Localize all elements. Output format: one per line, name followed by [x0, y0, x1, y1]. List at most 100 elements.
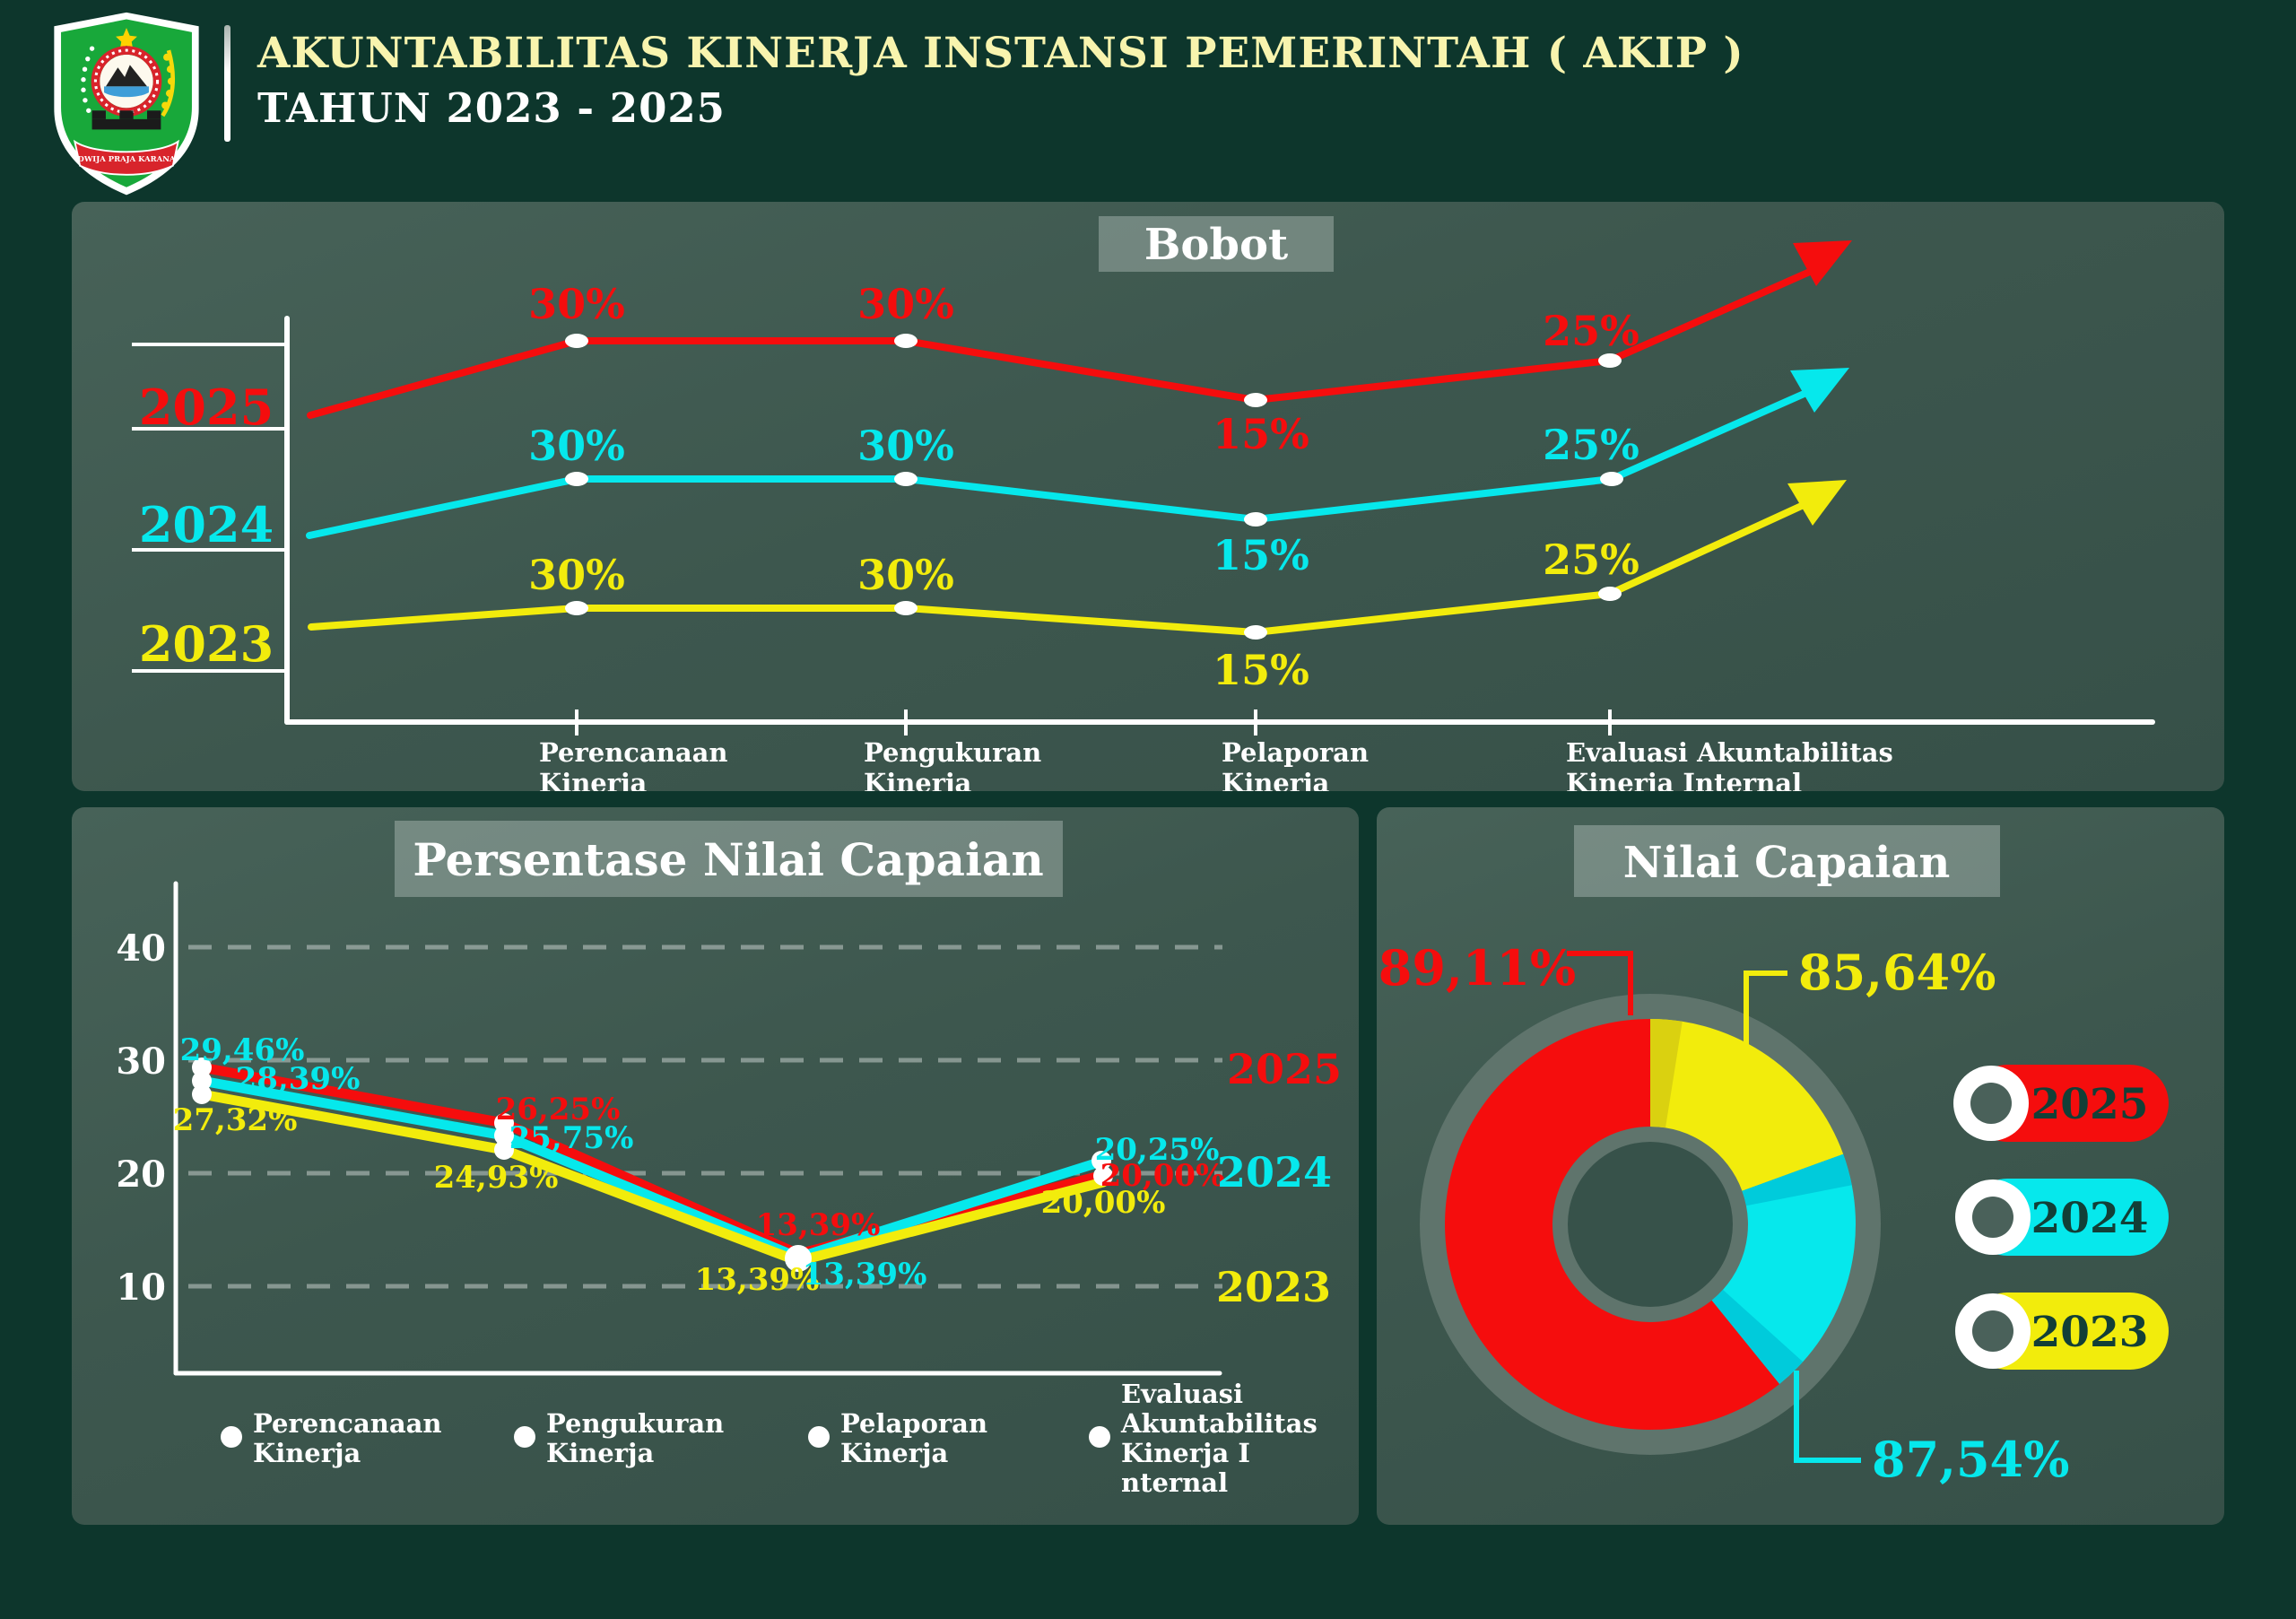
- right-year-2024: 2024: [1217, 1148, 1332, 1197]
- ytick-20: 20: [116, 1153, 166, 1196]
- label-25-75: 25,75%: [509, 1120, 634, 1156]
- ytick-10: 10: [116, 1266, 166, 1309]
- value-label: 30%: [857, 422, 954, 470]
- bobot-panel: Bobot 2025 2024 2023 Perencanaan Kinerja …: [72, 202, 2224, 791]
- label-13-39-red: 13,39%: [756, 1207, 881, 1243]
- line-2023: [196, 1089, 1109, 1266]
- pill-2023: 2023: [1955, 1293, 2169, 1370]
- cat1-line2: Kinerja: [539, 768, 648, 791]
- gridlines: [188, 944, 1222, 1289]
- cat3-line1: Pelaporan: [1222, 737, 1369, 768]
- point-markers: [192, 1058, 1113, 1272]
- label-20-25: 20,25%: [1095, 1132, 1220, 1168]
- page-subtitle: TAHUN 2023 - 2025: [257, 84, 726, 132]
- cat2-line1: Pengukuran: [864, 737, 1041, 768]
- persentase-panel: Persentase Nilai Capaian 40 30 20 10: [72, 807, 1359, 1525]
- label-29-46: 29,46%: [180, 1032, 305, 1068]
- donut-value-2023: 85,64%: [1798, 944, 1996, 1001]
- value-label: 30%: [857, 280, 954, 328]
- year-label-2025: 2025: [139, 379, 274, 436]
- donut-value-2024: 87,54%: [1872, 1431, 2069, 1488]
- nilai-title: Nilai Capaian: [1623, 838, 1951, 888]
- donut-chart: [1420, 994, 1881, 1455]
- star-icon: [116, 28, 137, 50]
- bobot-chart: Bobot 2025 2024 2023 Perencanaan Kinerja …: [132, 216, 2155, 791]
- bobot-axis-ticks: [575, 709, 1612, 736]
- label-24-93: 24,93%: [434, 1160, 559, 1196]
- ring-icon-hole: [1970, 1083, 2012, 1124]
- water-icon: [104, 86, 149, 98]
- legend-dot-icon: [221, 1426, 242, 1448]
- bobot-category-2: Pengukuran Kinerja: [864, 737, 1041, 791]
- ytick-30: 30: [116, 1040, 166, 1083]
- regency-coat-of-arms-logo: DWIJA PRAJA KARANA: [40, 9, 213, 196]
- legend-item-perencanaan: Perencanaan Kinerja: [253, 1408, 442, 1468]
- bobot-series-2023: 30% 30% 15% 25%: [308, 480, 1847, 694]
- legend-1-line2: Kinerja: [253, 1438, 361, 1468]
- pill-2024: 2024: [1955, 1179, 2169, 1256]
- legend-dot-icon: [514, 1426, 535, 1448]
- cat3-line2: Kinerja: [1222, 768, 1330, 791]
- persentase-chart: Persentase Nilai Capaian 40 30 20 10: [116, 821, 1342, 1498]
- label-26-25: 26,25%: [496, 1092, 621, 1127]
- legend-3-line1: Pelaporan: [840, 1408, 987, 1439]
- header-divider: [224, 25, 230, 142]
- legend-1-line1: Perencanaan: [253, 1408, 442, 1439]
- pill-2025-label: 2025: [2031, 1080, 2149, 1129]
- ytick-40: 40: [116, 927, 166, 970]
- label-20-00-yellow: 20,00%: [1041, 1185, 1166, 1221]
- donut-bevel-yellow: [1650, 1019, 1683, 1128]
- nilai-panel: Nilai Capaian 89,11% 85,64% 87,54%: [1377, 807, 2224, 1525]
- pill-2024-label: 2024: [2031, 1194, 2149, 1243]
- motto-text: DWIJA PRAJA KARANA: [78, 154, 176, 163]
- nilai-chart: Nilai Capaian 89,11% 85,64% 87,54%: [1378, 825, 2169, 1488]
- label-13-39-cyan: 13,39%: [803, 1257, 927, 1293]
- nilai-title-box: [1574, 825, 2000, 897]
- year-label-2023: 2023: [139, 615, 274, 673]
- donut-hole: [1568, 1142, 1733, 1307]
- line-2024: [196, 1075, 1107, 1263]
- legend-item-pengukuran: Pengukuran Kinerja: [546, 1408, 724, 1468]
- donut-bevel-cyan-top: [1742, 1153, 1852, 1206]
- value-label: 15%: [1213, 531, 1309, 579]
- label-28-39: 28,39%: [236, 1061, 361, 1097]
- value-label: 30%: [528, 280, 625, 328]
- logo-shield-icon: DWIJA PRAJA KARANA: [54, 12, 199, 196]
- legend-dot-icon: [1089, 1426, 1110, 1448]
- persentase-legend: Perencanaan Kinerja Pengukuran Kinerja Pel…: [221, 1379, 1318, 1498]
- legend-2-line1: Pengukuran: [546, 1408, 724, 1439]
- callout-2025: 89,11%: [1378, 939, 1633, 1015]
- line-2025: [196, 1062, 1109, 1259]
- rice-wheat-ornament: [161, 49, 175, 118]
- donut-bevel-cyan-bottom: [1711, 1289, 1804, 1384]
- pill-2023-label: 2023: [2031, 1308, 2149, 1357]
- bobot-category-3: Pelaporan Kinerja: [1222, 737, 1369, 791]
- arrow-up-icon-red: [1793, 240, 1852, 286]
- bobot-category-4: Evaluasi Akuntabilitas Kinerja Internal: [1566, 737, 1893, 791]
- bobot-category-1: Perencanaan Kinerja: [539, 737, 728, 791]
- legend-item-pelaporan: Pelaporan Kinerja: [840, 1408, 987, 1468]
- cat4-line2: Kinerja Internal: [1566, 768, 1802, 791]
- value-label: 15%: [1213, 410, 1309, 458]
- arrow-up-icon-yellow: [1787, 480, 1847, 526]
- right-year-2023: 2023: [1216, 1263, 1331, 1311]
- value-label: 30%: [857, 551, 954, 599]
- bobot-axes: [284, 316, 2155, 725]
- cat4-line1: Evaluasi Akuntabilitas: [1566, 737, 1893, 768]
- legend-4-line2: Akuntabilitas: [1120, 1408, 1318, 1439]
- left-dots-ornament: [81, 46, 95, 113]
- bobot-title-box: [1099, 216, 1334, 272]
- bobot-title: Bobot: [1144, 220, 1288, 270]
- arrow-up-icon-cyan: [1790, 368, 1849, 413]
- ring-icon-hole: [1972, 1310, 2013, 1352]
- label-27-32: 27,32%: [173, 1102, 298, 1138]
- persentase-title-box: [395, 821, 1063, 897]
- value-label: 30%: [528, 551, 625, 599]
- year-label-2024: 2024: [139, 496, 274, 553]
- callout-2024: 87,54%: [1794, 1371, 2069, 1488]
- bobot-series-2024: 30% 30% 15% 25%: [306, 368, 1849, 579]
- legend-4-line3: Kinerja I: [1121, 1438, 1250, 1468]
- page-title: AKUNTABILITAS KINERJA INSTANSI PEMERINTA…: [257, 29, 1744, 78]
